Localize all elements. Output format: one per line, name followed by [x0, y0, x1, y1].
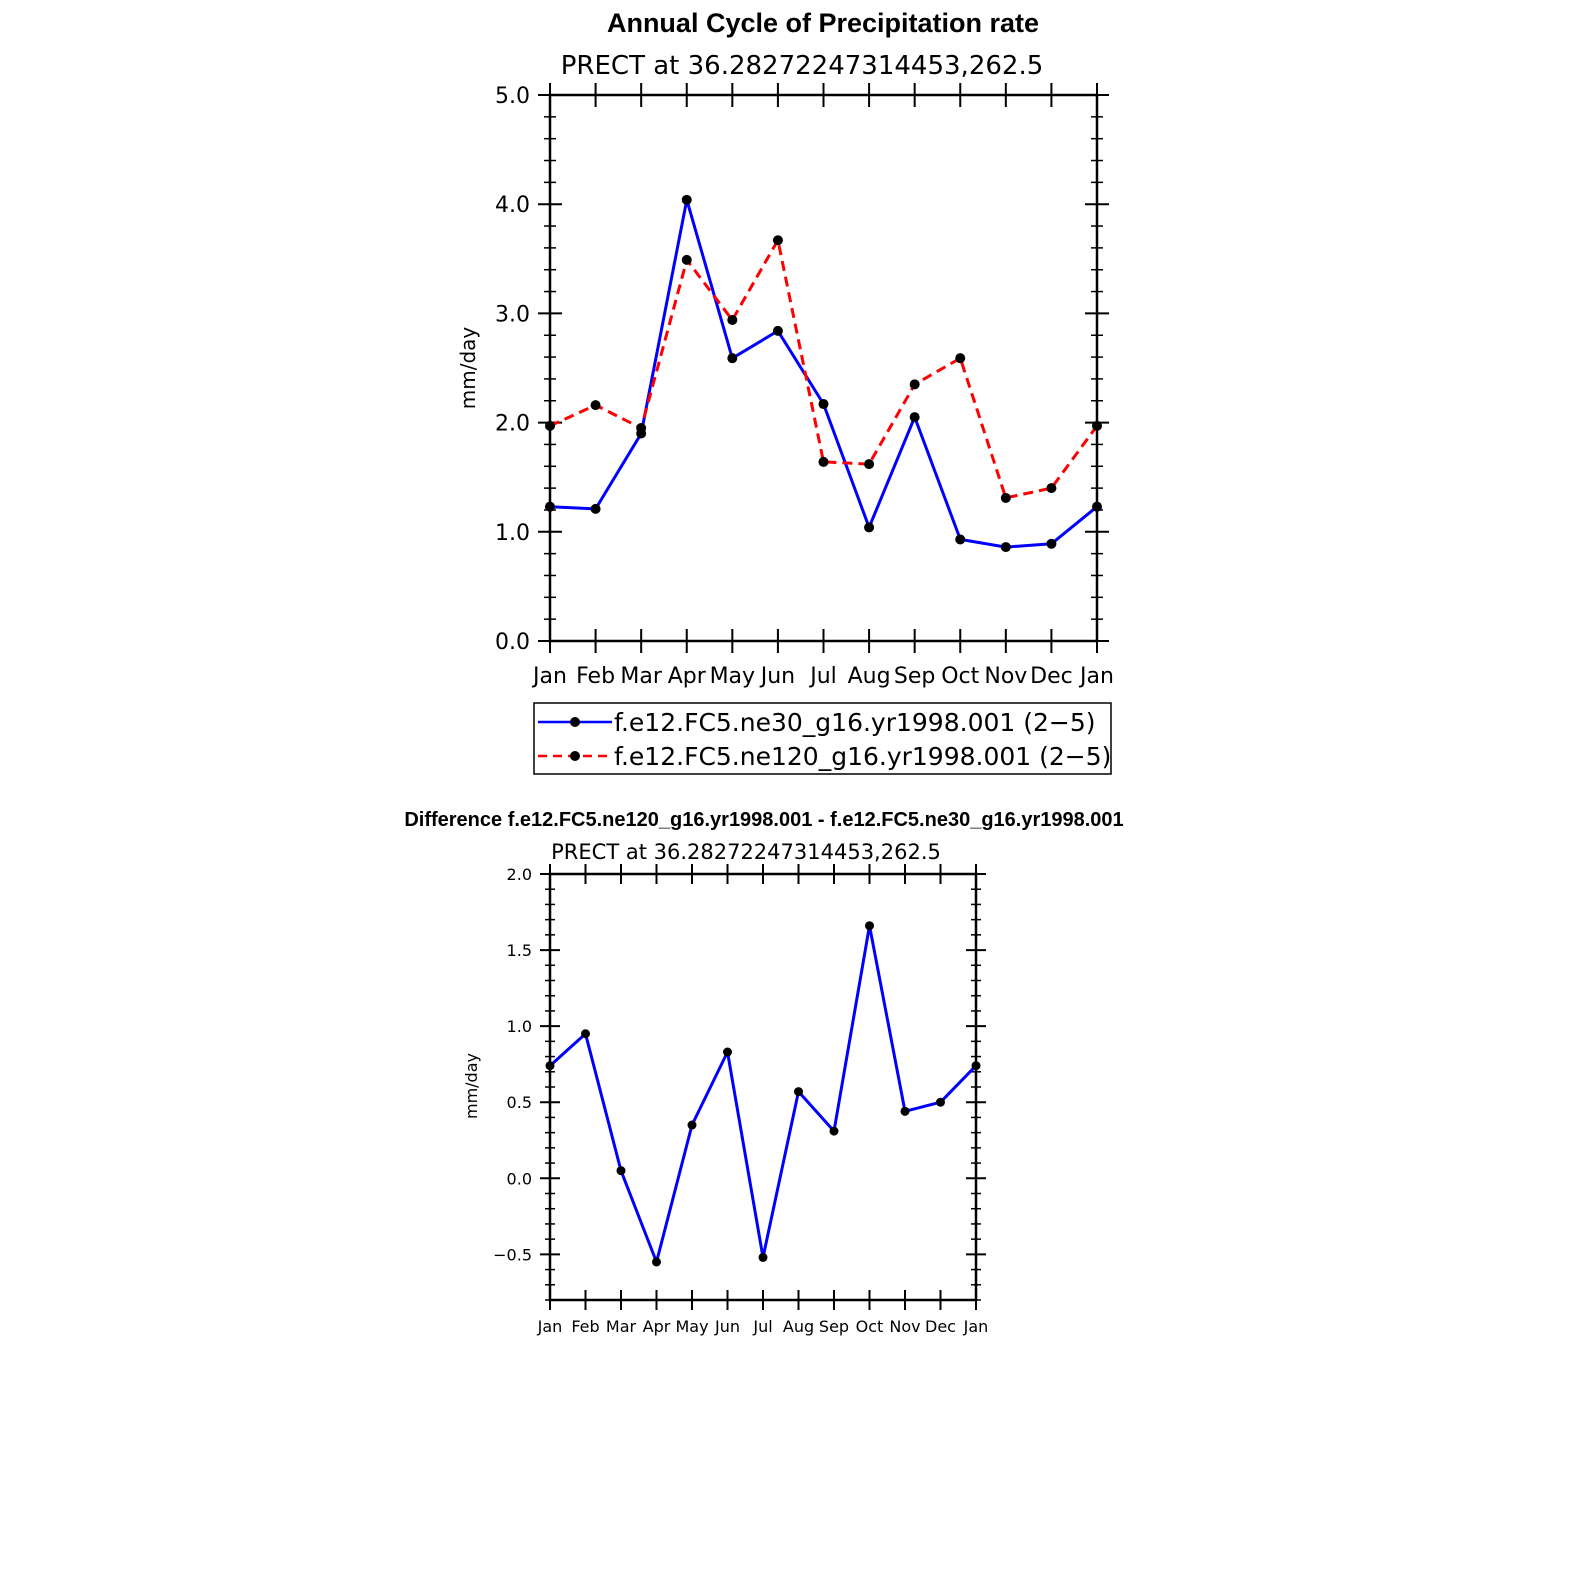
x-tick-label: Sep [894, 664, 935, 689]
y-tick-label: 2.0 [507, 865, 532, 884]
x-tick-label: Jan [1078, 664, 1114, 689]
chart2-series [545, 921, 981, 1267]
data-point [794, 1087, 803, 1097]
x-tick-label: Jan [531, 664, 567, 689]
x-tick-label: Aug [783, 1317, 814, 1336]
x-tick-label: Mar [606, 1317, 637, 1336]
chart1-series [545, 194, 1102, 553]
y-tick-label: 1.0 [495, 521, 530, 546]
x-tick-label: Oct [941, 664, 979, 689]
data-point [818, 399, 829, 410]
data-point [1046, 483, 1057, 494]
data-point [955, 353, 966, 364]
data-point [681, 194, 692, 205]
data-point [909, 379, 920, 390]
x-tick-label: Oct [856, 1317, 884, 1336]
x-tick-label: Apr [643, 1317, 671, 1336]
x-tick-label: Sep [819, 1317, 849, 1336]
y-tick-label: 4.0 [495, 193, 530, 218]
y-tick-label: 0.0 [507, 1169, 532, 1188]
chart2-title: Difference f.e12.FC5.ne120_g16.yr1998.00… [404, 809, 1123, 831]
data-point [1046, 538, 1057, 549]
data-point [545, 1061, 555, 1071]
x-tick-label: Jan [537, 1317, 563, 1336]
chart1-y-axis-label: mm/day [456, 327, 480, 410]
x-tick-label: Mar [620, 664, 662, 689]
data-point [545, 501, 555, 512]
x-tick-label: Jan [963, 1317, 989, 1336]
data-point [590, 503, 601, 514]
data-point [652, 1257, 661, 1267]
chart1-axes: 0.0 1.0 2.0 3.0 4.0 5.0 Jan Feb Mar Apr May Jun Jul A… [495, 83, 1114, 689]
data-point [616, 1166, 626, 1176]
legend-marker-ne30 [570, 717, 580, 727]
chart2-y-axis-label: mm/day [462, 1053, 481, 1119]
y-tick-label: 0.0 [495, 630, 530, 655]
data-point [1092, 501, 1102, 512]
data-point [971, 1061, 981, 1071]
chart1-subtitle: PRECT at 36.28272247314453,262.5 [561, 51, 1044, 81]
x-tick-label: Feb [576, 664, 615, 689]
legend-box [533, 702, 1112, 775]
x-tick-label: May [675, 1317, 708, 1336]
data-point [1092, 420, 1102, 431]
data-point [818, 456, 829, 467]
x-tick-label: Feb [571, 1317, 599, 1336]
x-tick-label: Aug [848, 664, 891, 689]
data-point [727, 353, 738, 364]
plot-frame [548, 872, 978, 1302]
data-point [687, 1120, 697, 1130]
y-tick-label: −0.5 [493, 1245, 532, 1264]
plot-frame [548, 93, 1099, 643]
chart2-subtitle: PRECT at 36.28272247314453,262.5 [551, 840, 941, 864]
y-tick-label: 2.0 [495, 412, 530, 437]
x-tick-label: Apr [668, 664, 707, 689]
y-tick-label: 3.0 [495, 302, 530, 327]
x-tick-label: Nov [984, 664, 1027, 689]
legend-marker-ne120 [570, 751, 580, 761]
y-tick-label: 0.5 [507, 1093, 532, 1112]
x-tick-label: Jun [759, 664, 795, 689]
data-point [909, 412, 920, 423]
series-line-0 [548, 924, 978, 1264]
data-point [955, 534, 966, 545]
data-point [936, 1097, 945, 1107]
data-point [864, 522, 875, 533]
data-point [723, 1047, 732, 1057]
data-point [900, 1106, 910, 1116]
data-point [590, 400, 601, 411]
data-point [864, 459, 875, 470]
x-tick-label: Dec [1030, 664, 1073, 689]
chart1-legend: f.e12.FC5.ne30_g16.yr1998.001 (2−5) f.e1… [533, 702, 1112, 775]
chart1-title: Annual Cycle of Precipitation rate [607, 8, 1039, 38]
data-point [636, 423, 647, 434]
data-point [772, 235, 783, 246]
x-tick-label: Jul [808, 664, 837, 689]
legend-label-ne120: f.e12.FC5.ne120_g16.yr1998.001 (2−5) [614, 742, 1111, 771]
x-tick-label: Jun [714, 1317, 740, 1336]
data-point [681, 254, 692, 265]
data-point [581, 1029, 590, 1039]
y-tick-label: 1.5 [507, 941, 532, 960]
data-point [1000, 492, 1011, 503]
chart-difference: Difference f.e12.FC5.ne120_g16.yr1998.00… [404, 809, 1123, 1336]
y-tick-label: 1.0 [507, 1017, 532, 1036]
y-tick-label: 5.0 [495, 84, 530, 109]
x-tick-label: Nov [889, 1317, 920, 1336]
data-point [829, 1126, 839, 1136]
data-point [865, 921, 874, 931]
chart2-axes: −0.5 0.0 0.5 1.0 1.5 2.0 Jan Feb Mar Apr May Jun Jul… [493, 864, 988, 1336]
legend-label-ne30: f.e12.FC5.ne30_g16.yr1998.001 (2−5) [614, 708, 1096, 737]
data-point [772, 325, 783, 336]
data-point [1000, 542, 1011, 553]
x-tick-label: Jul [752, 1317, 772, 1336]
x-tick-label: May [710, 664, 755, 689]
data-point [545, 420, 555, 431]
data-point [727, 314, 738, 325]
chart-annual-cycle: Annual Cycle of Precipitation rate PRECT… [456, 8, 1114, 775]
x-tick-label: Dec [925, 1317, 956, 1336]
data-point [758, 1252, 768, 1262]
